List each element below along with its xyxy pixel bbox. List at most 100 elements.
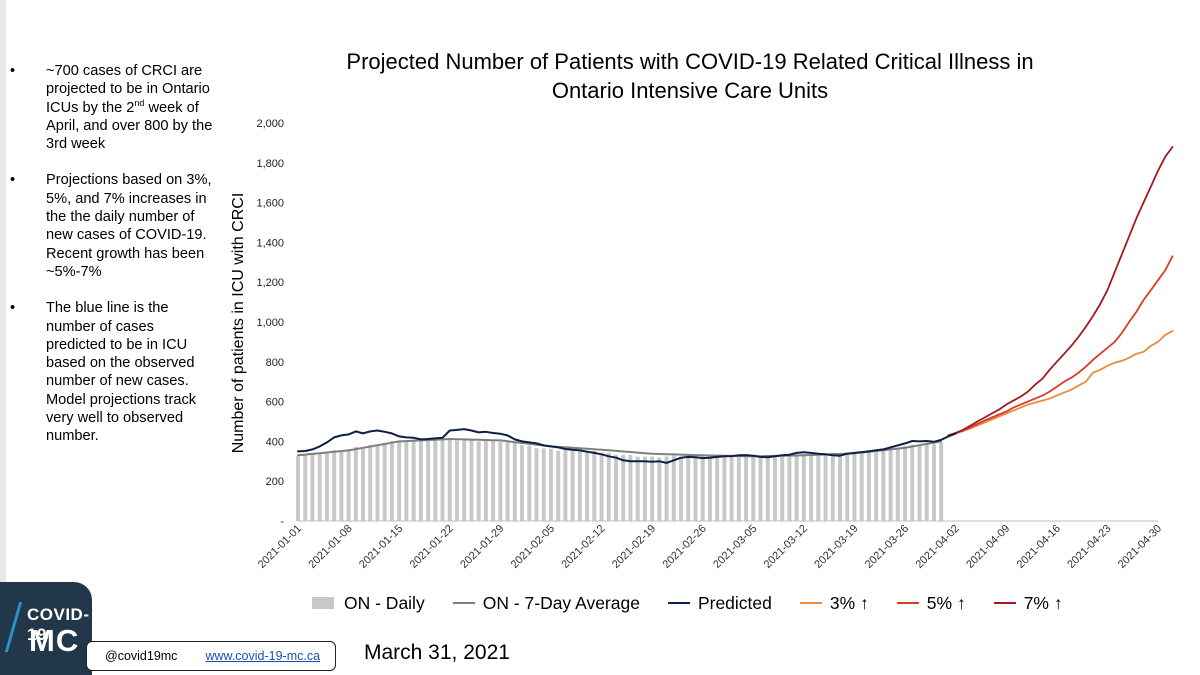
daily-bar: [910, 444, 915, 521]
x-tick-label: 2021-02-26: [661, 523, 709, 571]
legend-item-predicted: Predicted: [667, 592, 772, 614]
daily-bar: [548, 448, 553, 521]
daily-bar: [830, 452, 835, 521]
series-lines: [297, 145, 1174, 464]
chart-title-line-1: Projected Number of Patients with COVID-…: [346, 49, 1034, 74]
line-7pct: [947, 145, 1174, 437]
daily-bar: [389, 441, 394, 521]
daily-bar: [361, 447, 366, 521]
daily-bar: [505, 442, 510, 521]
daily-bar: [613, 454, 618, 521]
daily-bar: [686, 455, 691, 521]
legend-label-3pct: 3% ↑: [829, 592, 869, 613]
legend-swatch-predicted: [667, 601, 690, 605]
daily-bar: [780, 455, 785, 521]
daily-bar: [931, 444, 936, 521]
y-tick-label: 1,800: [256, 158, 284, 170]
daily-bar: [541, 448, 546, 521]
legend-swatch-3pct: [799, 601, 822, 605]
logo-text-covid19: COVID-19: [27, 605, 90, 644]
daily-bar: [411, 439, 416, 521]
daily-bar: [418, 440, 423, 521]
daily-bar: [693, 456, 698, 521]
line-5pct: [947, 255, 1174, 437]
daily-bar: [332, 450, 337, 521]
daily-bar: [924, 443, 929, 521]
y-axis-label: Number of patients in ICU with CRCI: [230, 193, 247, 454]
x-tick-label: 2021-01-22: [408, 523, 456, 571]
y-tick-label: 1,400: [256, 237, 284, 249]
daily-bar: [527, 445, 532, 521]
bullet-1-sup: nd: [134, 97, 145, 108]
daily-bar: [888, 447, 893, 521]
daily-bar: [729, 455, 734, 521]
bullet-3-text: The blue line is the number of cases pre…: [46, 300, 197, 445]
daily-bar: [440, 439, 445, 521]
chart-legend: ON - Daily ON - 7-Day Average Predicted …: [312, 591, 1091, 615]
daily-bar: [296, 456, 300, 521]
bullet-1-text-b: week of April, and over 800 by the 3rd w…: [46, 99, 213, 153]
daily-bar: [455, 440, 459, 521]
daily-bar: [852, 453, 857, 521]
social-box: @covid19mc www.covid-19-mc.ca: [86, 641, 336, 671]
left-accent-rule: [0, 0, 6, 675]
covid19mc-logo: COVID-19 MC: [0, 582, 92, 675]
legend-swatch-7pct: [993, 601, 1016, 605]
y-tick-label: -: [280, 516, 284, 528]
x-tick-label: 2021-02-12: [559, 523, 607, 571]
x-tick-label: 2021-02-05: [509, 523, 557, 571]
website-link[interactable]: www.covid-19-mc.ca: [205, 649, 321, 663]
daily-bar: [368, 445, 373, 521]
bullet-item-3: • The blue line is the number of cases p…: [10, 299, 215, 445]
daily-bar: [498, 441, 503, 521]
line-3pct: [947, 330, 1174, 437]
legend-swatch-5pct: [896, 601, 919, 605]
daily-bar: [303, 454, 308, 521]
x-tick-label: 2021-03-05: [711, 523, 759, 571]
y-tick-label: 600: [266, 397, 284, 409]
report-date: March 31, 2021: [364, 641, 510, 664]
x-tick-label: 2021-04-02: [913, 523, 961, 571]
daily-bar: [794, 456, 799, 521]
legend-swatch-daily: [312, 597, 334, 609]
daily-bar: [520, 445, 525, 521]
legend-item-5pct: 5% ↑: [896, 593, 966, 614]
daily-bar: [483, 440, 488, 521]
daily-bar: [512, 442, 517, 521]
daily-bar: [650, 456, 655, 521]
daily-bar: [585, 451, 590, 521]
y-tick-label: 200: [266, 476, 284, 488]
daily-bar: [592, 450, 597, 521]
y-tick-label: 400: [266, 436, 284, 448]
legend-label-7day: ON - 7-Day Average: [482, 592, 640, 613]
legend-label-7pct: 7% ↑: [1023, 592, 1063, 613]
daily-bar: [744, 455, 749, 521]
bullet-list: • ~700 cases of CRCI are projected to be…: [10, 62, 215, 464]
daily-bar: [939, 442, 944, 521]
daily-bar: [772, 456, 777, 521]
daily-bars: [296, 438, 944, 521]
legend-label-predicted: Predicted: [697, 592, 772, 613]
legend-item-3pct: 3% ↑: [799, 592, 869, 614]
daily-bar: [657, 457, 662, 521]
legend-item-7day: ON - 7-Day Average: [452, 592, 640, 614]
chart-title-line-2: Ontario Intensive Care Units: [551, 78, 829, 103]
daily-bar: [382, 443, 387, 521]
bullet-2-text: Projections based on 3%, 5%, and 7% incr…: [46, 172, 212, 280]
y-tick-label: 1,600: [256, 198, 284, 210]
x-tick-label: 2021-03-19: [812, 523, 860, 571]
daily-bar: [801, 455, 806, 521]
daily-bar: [809, 454, 814, 521]
daily-bar: [491, 440, 496, 521]
chart-title: Projected Number of Patients with COVID-…: [300, 47, 1080, 105]
x-tick-label: 2021-01-01: [256, 523, 304, 571]
legend-item-daily: ON - Daily: [312, 593, 425, 614]
x-tick-label: 2021-04-23: [1065, 523, 1113, 571]
daily-bar: [671, 455, 676, 521]
daily-bar: [447, 439, 452, 521]
daily-bar: [642, 456, 647, 521]
daily-bar: [534, 448, 539, 521]
daily-bar: [469, 439, 474, 521]
daily-bar: [866, 450, 871, 521]
daily-bar: [556, 450, 561, 521]
